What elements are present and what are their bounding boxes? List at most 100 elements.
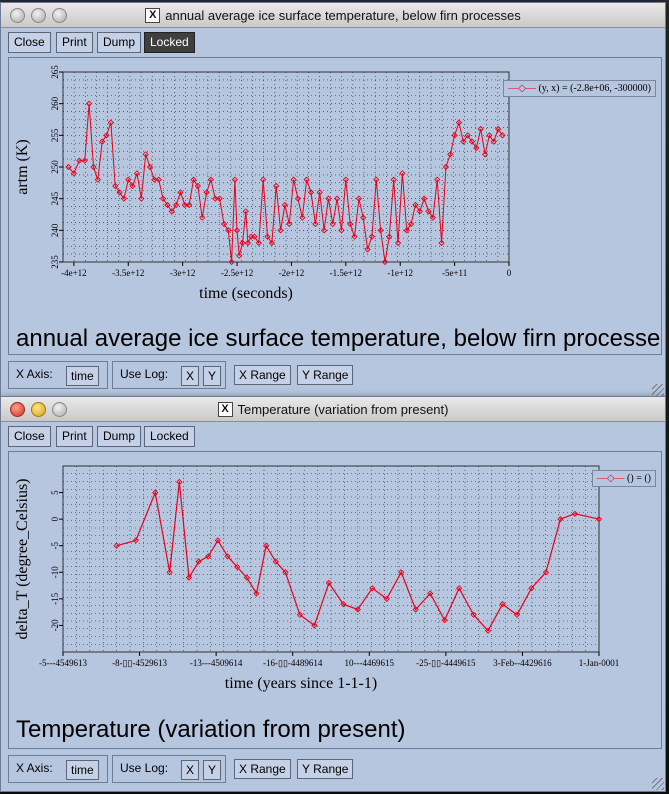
- data-point: [364, 246, 371, 253]
- data-point: [120, 195, 128, 202]
- dump-button[interactable]: Dump: [97, 32, 142, 53]
- x-axis-label: X Axis:: [16, 367, 53, 381]
- data-point: [228, 258, 235, 266]
- data-point: [272, 558, 279, 565]
- window-2-titlebar[interactable]: X Temperature (variation from present): [1, 397, 665, 422]
- x-tick-label: -5e+11: [442, 268, 467, 278]
- data-point: [490, 138, 497, 145]
- data-point: [239, 239, 246, 247]
- data-point: [236, 252, 243, 259]
- data-point: [133, 170, 141, 177]
- data-point: [166, 569, 173, 576]
- data-point: [595, 516, 603, 523]
- data-point: [199, 214, 206, 221]
- data-point: [224, 553, 231, 560]
- data-point: [557, 516, 564, 523]
- data-point: [421, 195, 428, 202]
- data-point: [159, 195, 167, 202]
- window-1-toolbar: Close Print Dump Locked: [1, 28, 665, 54]
- plot-caption: annual average ice surface temperature, …: [16, 325, 662, 352]
- resize-grip[interactable]: [652, 778, 664, 790]
- y-range-button[interactable]: Y Range: [297, 365, 354, 385]
- log-x-toggle[interactable]: X: [181, 760, 200, 780]
- data-point: [277, 227, 284, 234]
- data-point: [329, 220, 336, 228]
- data-point: [90, 163, 97, 171]
- x-tick-label: -8-▯▯-4529613: [112, 658, 167, 668]
- data-point: [340, 601, 347, 608]
- data-point: [176, 478, 183, 486]
- data-point: [282, 569, 289, 576]
- minimize-window-icon[interactable]: [31, 8, 46, 23]
- y-tick-label: 245: [50, 191, 60, 205]
- y-tick-label: 5: [50, 490, 60, 495]
- data-point: [168, 208, 175, 215]
- log-x-toggle[interactable]: X: [181, 366, 200, 386]
- data-point: [195, 558, 202, 565]
- y-tick-label: 240: [50, 223, 60, 237]
- data-point: [312, 220, 319, 228]
- y-tick-label: 265: [50, 65, 60, 79]
- use-log-label: Use Log:: [120, 761, 169, 775]
- plot-panel-1[interactable]: 235 240 245 250 255 260 265 -4e+12 -3.5e+12 -3e+1…: [8, 57, 662, 355]
- data-point: [243, 574, 250, 581]
- data-point: [113, 542, 120, 549]
- data-point: [260, 176, 267, 183]
- x-tick-label: 10---4469615: [345, 658, 395, 668]
- y-tick-label: 260: [50, 96, 60, 110]
- zoom-window-icon[interactable]: [52, 8, 67, 23]
- x-tick-label: -25-▯▯-4449615: [416, 658, 476, 668]
- print-button[interactable]: Print: [56, 426, 93, 447]
- x-axis-select[interactable]: time: [66, 366, 99, 386]
- y-range-button[interactable]: Y Range: [297, 759, 354, 779]
- legend-label: (y, x) = (-2.8e+06, -300000): [538, 83, 651, 94]
- x-tick-label: -2.5e+12: [221, 268, 253, 278]
- data-point: [186, 201, 193, 209]
- y-tick-label: -20: [50, 619, 60, 631]
- data-point: [151, 176, 158, 183]
- x-range-button[interactable]: X Range: [234, 759, 291, 779]
- close-button[interactable]: Close: [8, 426, 51, 447]
- x-axis-group: X Axis: time: [8, 361, 108, 389]
- data-point: [94, 176, 101, 183]
- print-button[interactable]: Print: [56, 32, 93, 53]
- zoom-window-icon[interactable]: [52, 402, 67, 417]
- close-window-icon[interactable]: [10, 402, 25, 417]
- data-point: [447, 151, 454, 158]
- x-axis-select[interactable]: time: [66, 760, 99, 780]
- data-point: [360, 214, 367, 221]
- data-point: [181, 201, 188, 209]
- data-point: [383, 595, 390, 602]
- x-range-button[interactable]: X Range: [234, 365, 291, 385]
- locked-button[interactable]: Locked: [144, 32, 195, 53]
- data-point: [468, 138, 476, 145]
- resize-grip[interactable]: [652, 384, 664, 396]
- data-point: [369, 585, 376, 592]
- x-axis-title: time (years since 1-1-1): [225, 675, 377, 692]
- data-point: [81, 157, 88, 164]
- close-window-icon[interactable]: [10, 8, 25, 23]
- use-log-group: Use Log: X Y: [112, 361, 226, 389]
- data-point: [455, 119, 463, 126]
- data-point: [325, 579, 332, 587]
- log-y-toggle[interactable]: Y: [203, 366, 222, 386]
- data-point: [132, 537, 140, 544]
- data-point: [244, 239, 252, 247]
- y-tick-label: -15: [50, 592, 60, 604]
- data-point: [138, 195, 145, 202]
- data-point: [442, 163, 450, 171]
- plot-panel-2[interactable]: -20 -15 -10 -5 0 5 -5---4549613 -8-▯▯-4529613 -1…: [8, 451, 662, 749]
- close-button[interactable]: Close: [8, 32, 51, 53]
- locked-button[interactable]: Locked: [144, 426, 195, 447]
- data-point: [65, 163, 72, 171]
- data-point: [441, 616, 448, 624]
- data-point: [225, 227, 232, 234]
- minimize-window-icon[interactable]: [31, 402, 46, 417]
- data-point: [355, 195, 363, 202]
- dump-button[interactable]: Dump: [97, 426, 142, 447]
- log-y-toggle[interactable]: Y: [203, 760, 222, 780]
- legend: —◇— (y, x) = (-2.8e+06, -300000): [503, 80, 656, 97]
- data-point: [103, 132, 110, 139]
